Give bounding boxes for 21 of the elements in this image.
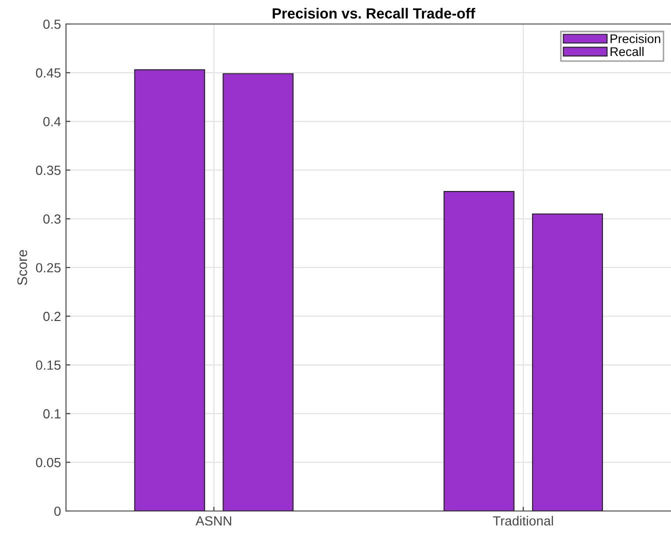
bar (222, 73, 294, 511)
x-tick-label: Traditional (493, 516, 553, 526)
x-tick-label: ASNN (196, 516, 232, 526)
y-tick-label: 0.25 (36, 263, 61, 272)
y-tick-label: 0 (54, 506, 61, 516)
bar (532, 213, 603, 511)
y-tick-label: 0.35 (36, 166, 61, 176)
bar (134, 69, 206, 511)
legend-label: Recall (610, 46, 644, 56)
bar (444, 191, 514, 511)
legend-label: Precision (610, 34, 660, 44)
y-tick-label: 0.5 (43, 20, 61, 29)
y-tick-label: 0.05 (36, 458, 61, 468)
y-tick-label: 0.2 (43, 312, 60, 322)
y-tick-label: 0.3 (43, 214, 61, 224)
y-tick-label: 0.45 (36, 68, 61, 78)
y-axis-title: Score (17, 250, 28, 286)
chart-title: Precision vs. Recall Trade-off (272, 8, 476, 19)
y-tick-label: 0.15 (36, 360, 61, 370)
y-tick-label: 0.4 (43, 116, 61, 126)
y-tick-label: 0.1 (43, 409, 60, 419)
